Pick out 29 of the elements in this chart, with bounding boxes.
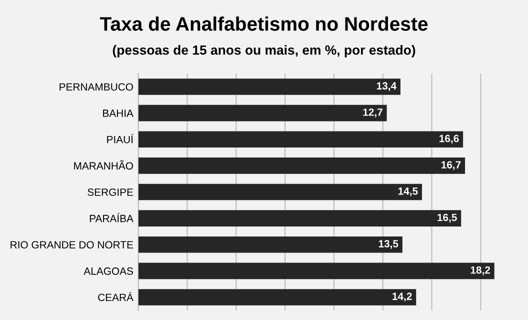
bar xyxy=(138,131,464,148)
data-label: 14,2 xyxy=(392,292,412,302)
y-tick-label: PARAÍBA xyxy=(90,213,134,222)
bar xyxy=(138,184,422,200)
data-label: 14,5 xyxy=(398,188,418,196)
bar xyxy=(138,210,462,226)
bar xyxy=(138,158,466,174)
bar xyxy=(138,104,387,122)
y-tick-label: RIO GRANDE DO NORTE xyxy=(10,241,134,248)
data-label: 13,5 xyxy=(378,240,398,249)
data-label: 16,5 xyxy=(438,214,457,223)
bar xyxy=(138,78,400,95)
bar xyxy=(138,262,494,280)
data-label: 18,2 xyxy=(470,266,490,276)
y-tick-label: SERGIPE xyxy=(88,188,134,196)
data-label: 12,7 xyxy=(363,108,382,118)
data-label: 16,6 xyxy=(440,134,459,144)
y-tick-label: BAHIA xyxy=(103,110,134,117)
y-tick-label: ALAGOAS xyxy=(84,267,133,275)
y-tick-label: MARANHÃO xyxy=(74,160,133,170)
chart-title: Taxa de Analfabetismo no Nordeste xyxy=(100,16,428,31)
chart-subtitle: (pessoas de 15 anos ou mais, em %, por estado) xyxy=(112,45,416,58)
y-tick-label: PERNAMBUCO xyxy=(60,83,133,91)
bar xyxy=(138,289,416,306)
data-label: 13,4 xyxy=(376,82,396,92)
data-label: 16,7 xyxy=(441,161,461,170)
y-tick-label: CEARÁ xyxy=(98,292,134,302)
y-tick-label: PIAUÍ xyxy=(107,134,134,144)
bar xyxy=(138,236,402,253)
